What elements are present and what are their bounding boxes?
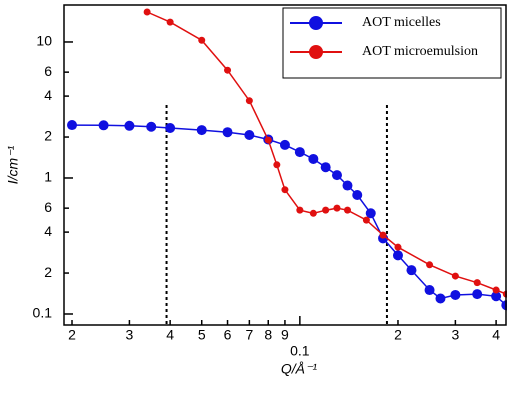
data-point: [379, 231, 387, 239]
y-tick-label: 2: [44, 264, 52, 280]
y-tick-label: 4: [44, 87, 52, 103]
x-tick-label: 0.1: [290, 343, 310, 359]
data-point: [451, 272, 459, 280]
data-point: [196, 125, 207, 136]
x-tick-label: 3: [451, 327, 459, 343]
data-point: [322, 206, 330, 214]
data-point: [67, 120, 78, 131]
data-point: [309, 209, 317, 217]
data-point: [279, 139, 290, 150]
x-tick-label: 4: [166, 327, 174, 343]
data-point: [365, 208, 376, 219]
data-point: [245, 97, 253, 105]
data-point: [426, 261, 434, 269]
x-tick-label: 6: [224, 327, 232, 343]
data-point: [124, 120, 135, 131]
legend-label: AOT microemulsion: [362, 44, 478, 59]
y-tick-label: 6: [44, 63, 52, 79]
data-point: [294, 147, 305, 158]
x-tick-label: 2: [68, 327, 76, 343]
data-point: [331, 170, 342, 181]
data-point: [352, 189, 363, 200]
data-point: [320, 162, 331, 173]
plot-area: [67, 8, 507, 325]
data-point: [435, 293, 446, 304]
x-tick-label: 3: [126, 327, 134, 343]
data-point: [491, 291, 502, 302]
data-point: [492, 286, 500, 294]
data-point: [264, 136, 272, 144]
y-tick-label: 10: [36, 33, 52, 49]
data-point: [244, 130, 255, 141]
data-point: [362, 216, 370, 224]
legend-label: AOT micelles: [362, 15, 441, 30]
legend-marker: [309, 45, 323, 59]
y-tick-label: 6: [44, 199, 52, 215]
data-point: [166, 18, 174, 26]
y-axis-label: I/cm⁻¹: [5, 145, 21, 184]
legend-marker: [309, 16, 323, 30]
data-point: [224, 66, 232, 74]
data-point: [424, 285, 435, 296]
data-point: [198, 36, 206, 44]
y-tick-label: 2: [44, 128, 52, 144]
data-point: [98, 120, 109, 131]
data-point: [473, 279, 481, 287]
data-point: [342, 180, 353, 191]
data-point: [343, 206, 351, 214]
data-point: [472, 289, 483, 300]
data-point: [273, 161, 281, 169]
data-point: [165, 123, 176, 134]
y-tick-label: 0.1: [33, 305, 53, 321]
data-point: [392, 250, 403, 261]
data-point: [281, 186, 289, 194]
data-point: [394, 243, 402, 251]
x-tick-label: 7: [245, 327, 253, 343]
y-tick-label: 1: [44, 169, 52, 185]
x-tick-label: 5: [198, 327, 206, 343]
x-axis-label: Q/Å⁻¹: [281, 361, 318, 377]
x-tick-label: 2: [394, 327, 402, 343]
x-tick-label: 4: [492, 327, 500, 343]
x-tick-label: 8: [264, 327, 272, 343]
data-point: [406, 265, 417, 276]
x-tick-label: 9: [281, 327, 289, 343]
data-point: [296, 206, 304, 214]
data-point: [146, 121, 157, 132]
series-line: [71, 124, 507, 306]
data-point: [333, 204, 341, 212]
y-tick-label: 4: [44, 223, 52, 239]
data-point: [450, 289, 461, 300]
data-point: [308, 153, 319, 164]
data-point: [222, 127, 233, 138]
data-point: [143, 8, 151, 16]
